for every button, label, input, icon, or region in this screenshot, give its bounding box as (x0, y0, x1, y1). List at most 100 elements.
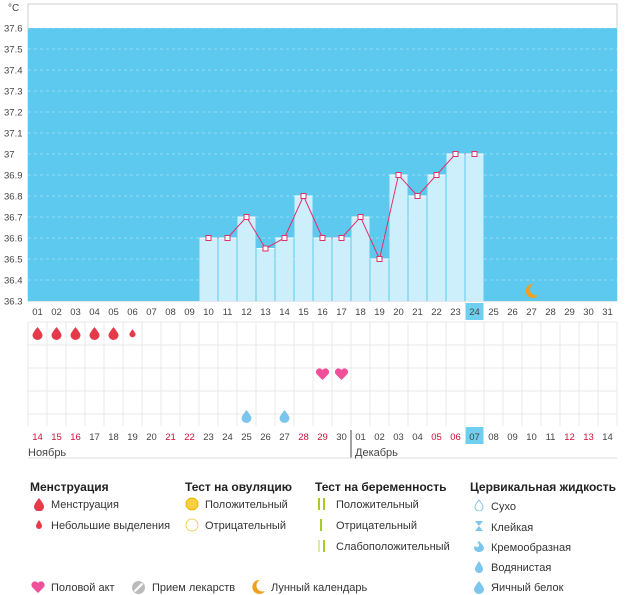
menstruation-drop-03 (70, 327, 81, 340)
calendar-date-0: 14 (32, 432, 43, 443)
day-label-08: 08 (165, 307, 176, 318)
legend-pregnancy-positive-label: Положительный (336, 499, 419, 511)
ovulation-positive-icon (185, 497, 199, 511)
day-label-06: 06 (127, 307, 138, 318)
legend-pregnancy-faint-label: Слабоположительный (336, 541, 450, 553)
day-label-29: 29 (564, 307, 575, 318)
legend-cervical-watery-label: Водянистая (491, 562, 552, 574)
day-label-20: 20 (393, 307, 404, 318)
legend-menstruation-title: Менструация (30, 480, 109, 494)
day-label-19: 19 (374, 307, 385, 318)
temp-bar-17 (332, 238, 351, 301)
day-label-10: 10 (203, 307, 214, 318)
menstruation-drop-02 (51, 327, 62, 340)
heart-icon (31, 581, 45, 593)
calendar-date-13: 27 (279, 432, 290, 443)
cervical-sticky-icon (475, 521, 483, 531)
cervical-dry-icon (474, 499, 484, 511)
y-tick-37.1: 37.1 (4, 129, 23, 140)
spotting-drop-06 (129, 329, 136, 338)
day-label-30: 30 (583, 307, 594, 318)
legend-ovulation-positive-label: Положительный (205, 499, 288, 511)
y-tick-36.3: 36.3 (4, 297, 23, 308)
calendar-date-24: 08 (488, 432, 499, 443)
day-label-25: 25 (488, 307, 499, 318)
cervical-eggwhite-icon (474, 581, 484, 594)
temp-bar-24 (465, 154, 484, 301)
temp-point-20 (395, 172, 402, 178)
temp-bar-15 (294, 196, 313, 301)
legend-cervical-creamy-label: Кремообразная (491, 542, 572, 554)
temp-point-21 (414, 193, 421, 199)
intercourse-heart-17 (334, 368, 349, 380)
day-label-31: 31 (602, 307, 613, 318)
y-tick-36.9: 36.9 (4, 171, 23, 182)
temp-bar-21 (408, 196, 427, 301)
temp-point-19 (376, 256, 383, 262)
temp-bar-12 (237, 217, 256, 301)
y-tick-37.3: 37.3 (4, 87, 23, 98)
temp-point-14 (281, 235, 288, 241)
calendar-date-27: 11 (546, 432, 556, 443)
calendar-date-23: 07 (469, 432, 480, 443)
temp-point-11 (224, 235, 231, 241)
temp-point-16 (319, 235, 326, 241)
day-label-23: 23 (450, 307, 461, 318)
temp-point-17 (338, 235, 345, 241)
calendar-date-6: 20 (146, 432, 157, 443)
y-tick-36.7: 36.7 (4, 213, 23, 224)
temp-bar-22 (427, 175, 446, 301)
y-axis-unit: °C (8, 3, 19, 14)
moon-icon (252, 579, 265, 594)
lower-grid-area (28, 302, 617, 426)
y-tick-36.8: 36.8 (4, 192, 23, 203)
day-label-03: 03 (70, 307, 81, 318)
calendar-date-11: 25 (241, 432, 252, 443)
y-tick-37: 37 (4, 150, 15, 161)
day-label-18: 18 (355, 307, 366, 318)
calendar-date-12: 26 (260, 432, 271, 443)
y-tick-37.4: 37.4 (4, 66, 23, 77)
day-label-15: 15 (298, 307, 309, 318)
temp-point-12 (243, 214, 250, 220)
calendar-date-20: 04 (412, 432, 423, 443)
calendar-date-2: 16 (70, 432, 81, 443)
calendar-date-8: 22 (184, 432, 195, 443)
intercourse-heart-16 (315, 368, 330, 380)
temp-bar-18 (351, 217, 370, 301)
temp-point-10 (205, 235, 212, 241)
calendar-date-18: 02 (374, 432, 385, 443)
menstruation-drop-icon (34, 498, 44, 511)
calendar-date-25: 09 (507, 432, 518, 443)
calendar-date-19: 03 (393, 432, 404, 443)
legend-cervical-dry-label: Сухо (491, 501, 516, 513)
pregnancy-faint-icon (318, 540, 325, 552)
legend-lunar-label: Лунный календарь (271, 582, 368, 594)
cervical-watery-drop-14 (279, 410, 290, 423)
calendar-date-9: 23 (203, 432, 214, 443)
day-label-09: 09 (184, 307, 195, 318)
legend-cervical-sticky-label: Клейкая (491, 522, 534, 534)
calendar-date-30: 14 (602, 432, 613, 443)
calendar-date-21: 05 (431, 432, 442, 443)
y-tick-37.5: 37.5 (4, 45, 23, 56)
day-highlight-24 (465, 303, 484, 320)
legend-intercourse-label: Половой акт (51, 582, 115, 594)
calendar-date-5: 19 (127, 432, 138, 443)
temp-point-22 (433, 172, 440, 178)
y-tick-36.5: 36.5 (4, 255, 23, 266)
calendar-date-1: 15 (51, 432, 62, 443)
day-label-24: 24 (469, 307, 480, 318)
temp-bar-13 (256, 248, 275, 301)
legend-ovulation-negative-label: Отрицательный (205, 520, 286, 532)
temp-point-15 (300, 193, 307, 199)
day-label-05: 05 (108, 307, 119, 318)
y-tick-36.6: 36.6 (4, 234, 23, 245)
day-label-11: 11 (223, 307, 233, 318)
ovulation-negative-icon (185, 518, 199, 532)
legend-pregnancy-title: Тест на беременность (315, 480, 447, 494)
temp-bar-14 (275, 238, 294, 301)
day-label-01: 01 (32, 307, 43, 318)
temp-bar-16 (313, 238, 332, 301)
temp-point-18 (357, 214, 364, 220)
